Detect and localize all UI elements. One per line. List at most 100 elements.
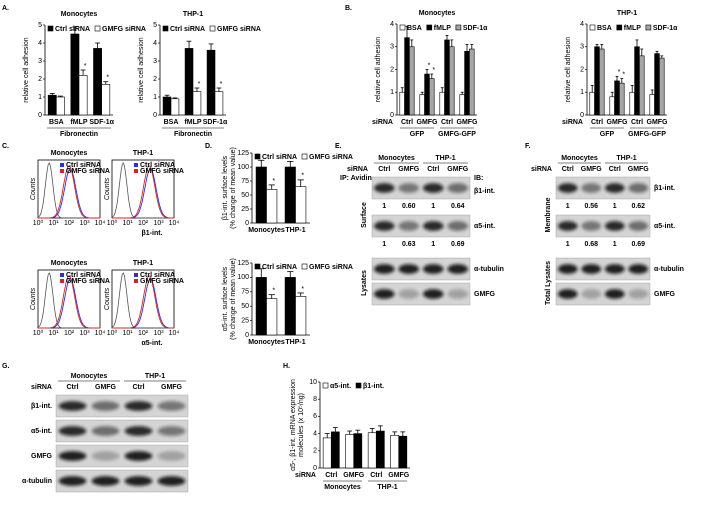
x-tick-label: 10⁰ bbox=[33, 329, 44, 337]
blot-band bbox=[91, 401, 120, 411]
error-bar bbox=[268, 294, 275, 299]
y-axis-label: relative cell adhesion bbox=[565, 37, 572, 102]
x-tick-label: 10⁴ bbox=[169, 220, 180, 227]
y-tick-label: 1 bbox=[38, 94, 42, 101]
row-label: α5-int. bbox=[31, 428, 52, 435]
bar bbox=[295, 186, 307, 224]
row-label: β1-int. bbox=[31, 403, 52, 410]
significance: * bbox=[301, 286, 304, 293]
blot-strip bbox=[55, 469, 189, 493]
legend-label: GMFG siRNA bbox=[66, 168, 110, 175]
error-bar bbox=[620, 78, 624, 84]
x-tick-label: 10³ bbox=[79, 220, 90, 227]
blot-band bbox=[447, 221, 469, 231]
blot-band bbox=[628, 221, 649, 231]
legend-label: GMFG siRNA bbox=[309, 154, 353, 161]
quantification: 1 bbox=[431, 203, 435, 210]
blot-band bbox=[373, 183, 395, 193]
bar bbox=[398, 435, 408, 469]
legend-swatch bbox=[616, 24, 623, 31]
blot-band bbox=[628, 264, 649, 274]
bar bbox=[266, 298, 278, 336]
blot-band bbox=[447, 264, 469, 274]
bar bbox=[649, 94, 655, 116]
quantification: 1 bbox=[431, 241, 435, 248]
x-tick-label: GMFG bbox=[647, 119, 669, 126]
x-tick-label: Monocytes bbox=[248, 227, 285, 234]
legend-label: SDF-1α bbox=[463, 25, 488, 32]
error-bar bbox=[297, 292, 304, 297]
error-bar bbox=[172, 97, 178, 99]
legend-swatch bbox=[645, 24, 652, 31]
blot-band bbox=[604, 183, 625, 193]
lane-label: GMFG bbox=[161, 384, 183, 391]
x-tick-label: Ctrl bbox=[401, 119, 413, 126]
blot-band bbox=[373, 289, 395, 299]
error-bar bbox=[332, 427, 338, 432]
legend-swatch bbox=[60, 169, 64, 173]
legend-swatch bbox=[134, 163, 138, 167]
blot-band bbox=[91, 451, 120, 461]
legend-label: β1-int. bbox=[363, 383, 384, 390]
blot-band bbox=[398, 289, 420, 299]
legend-label: Ctrl siRNA bbox=[66, 162, 101, 169]
blot-band bbox=[124, 426, 153, 436]
row-label: β1-int. bbox=[654, 185, 675, 192]
legend-label: fMLP bbox=[434, 25, 451, 32]
panel-label: E. bbox=[335, 143, 342, 150]
error-bar bbox=[450, 39, 454, 47]
bar bbox=[659, 57, 665, 116]
gmfg-curve bbox=[38, 165, 100, 219]
legend-swatch bbox=[60, 279, 64, 283]
error-bar bbox=[57, 95, 63, 97]
blot-strip bbox=[371, 214, 471, 238]
y-tick-label: 0 bbox=[38, 112, 42, 119]
error-bar bbox=[369, 428, 375, 433]
significance: * bbox=[432, 67, 435, 74]
error-bar bbox=[460, 91, 464, 95]
bar bbox=[266, 189, 278, 224]
blot-band bbox=[58, 476, 87, 486]
error-bar bbox=[470, 44, 474, 50]
y-tick-label: 3 bbox=[153, 58, 157, 65]
x-tick-label: 10¹ bbox=[48, 220, 59, 227]
y-tick-label: 2 bbox=[580, 66, 584, 73]
bar bbox=[70, 33, 80, 116]
y-tick-label: 1 bbox=[390, 89, 394, 96]
error-bar bbox=[615, 75, 619, 81]
blot-band bbox=[422, 264, 444, 274]
section-label: Surface bbox=[361, 202, 368, 228]
legend-swatch bbox=[399, 24, 406, 31]
y-axis-label: α5-int. surface levels bbox=[222, 266, 229, 331]
bar bbox=[469, 48, 475, 116]
bar bbox=[464, 50, 470, 116]
row-title: siRNA bbox=[31, 384, 52, 391]
y-axis-label: relative cell adhesion bbox=[375, 37, 382, 102]
x-tick-label: GMFG bbox=[607, 119, 629, 126]
y-axis-label: relative cell adhesion bbox=[138, 37, 145, 102]
legend-swatch bbox=[134, 169, 138, 173]
y-tick-label: 50 bbox=[241, 192, 249, 199]
row-label: α-tubulin bbox=[22, 478, 52, 485]
error-bar bbox=[465, 44, 469, 52]
bar bbox=[634, 46, 640, 116]
blot-band bbox=[581, 264, 602, 274]
x-axis-label: Fibronectin bbox=[174, 131, 212, 138]
bar bbox=[439, 91, 445, 116]
x-tick-label: 10¹ bbox=[48, 330, 59, 337]
blot-band bbox=[447, 183, 469, 193]
quantification: 0.60 bbox=[402, 203, 416, 210]
error-bar bbox=[324, 433, 330, 438]
lane-label: Ctrl bbox=[562, 166, 574, 173]
blot-band bbox=[628, 183, 649, 193]
blot-band bbox=[581, 289, 602, 299]
x-tick-label: THP-1 bbox=[285, 339, 305, 346]
x-tick-label: 10² bbox=[64, 330, 75, 337]
gmfg-curve bbox=[38, 275, 100, 329]
y-tick-label: 2 bbox=[153, 76, 157, 83]
bar bbox=[170, 98, 180, 116]
blot-band bbox=[91, 426, 120, 436]
lane-label: Ctrl bbox=[427, 166, 439, 173]
blot-band bbox=[398, 183, 420, 193]
